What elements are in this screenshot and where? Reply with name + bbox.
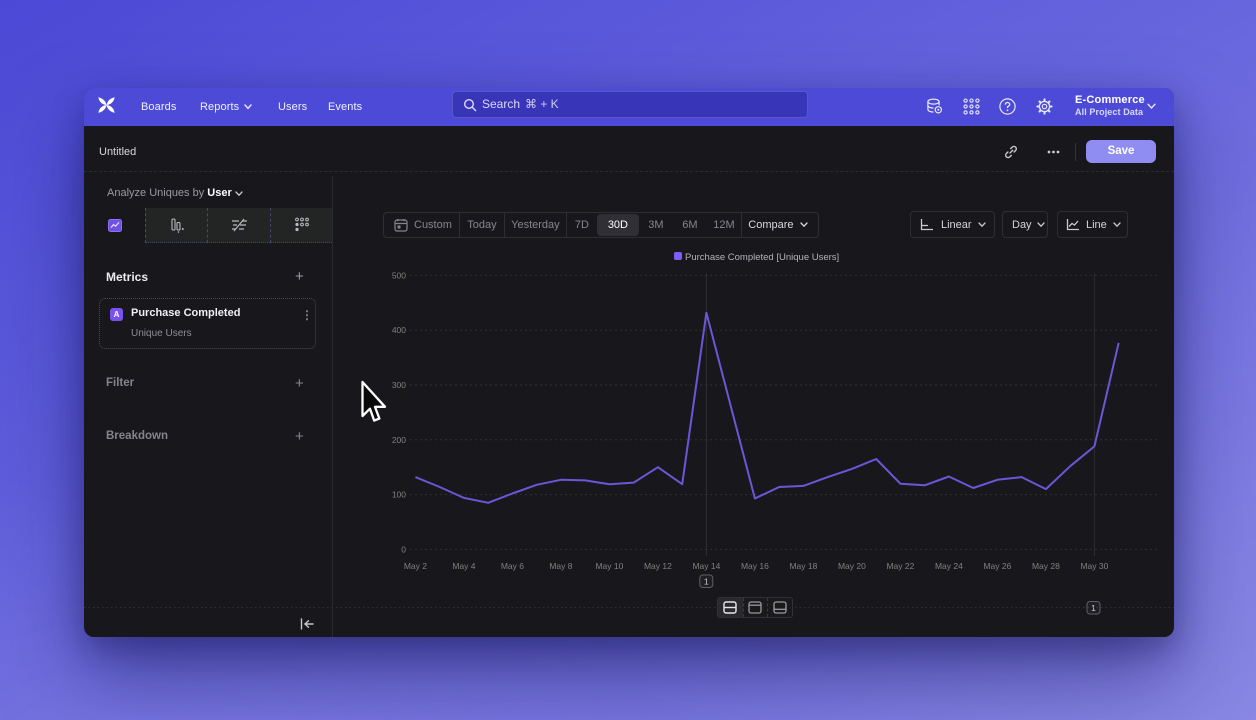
svg-text:400: 400: [392, 325, 406, 335]
svg-text:1: 1: [704, 577, 709, 587]
svg-text:May 16: May 16: [741, 561, 769, 571]
svg-text:May 26: May 26: [983, 561, 1011, 571]
svg-text:May 4: May 4: [452, 561, 475, 571]
svg-text:May 2: May 2: [404, 561, 427, 571]
svg-text:May 30: May 30: [1080, 561, 1108, 571]
svg-text:May 24: May 24: [935, 561, 963, 571]
svg-text:0: 0: [401, 544, 406, 554]
svg-text:500: 500: [392, 270, 406, 280]
svg-text:May 22: May 22: [886, 561, 914, 571]
svg-text:100: 100: [392, 490, 406, 500]
svg-text:May 18: May 18: [789, 561, 817, 571]
svg-text:Purchase Completed [Unique Use: Purchase Completed [Unique Users]: [685, 252, 839, 263]
svg-text:May 20: May 20: [838, 561, 866, 571]
svg-text:300: 300: [392, 380, 406, 390]
svg-text:1: 1: [1091, 603, 1096, 613]
svg-text:May 12: May 12: [644, 561, 672, 571]
svg-text:May 8: May 8: [549, 561, 572, 571]
svg-text:200: 200: [392, 435, 406, 445]
svg-text:May 14: May 14: [692, 561, 720, 571]
svg-text:May 28: May 28: [1032, 561, 1060, 571]
svg-text:May 10: May 10: [595, 561, 623, 571]
svg-text:May 6: May 6: [501, 561, 524, 571]
